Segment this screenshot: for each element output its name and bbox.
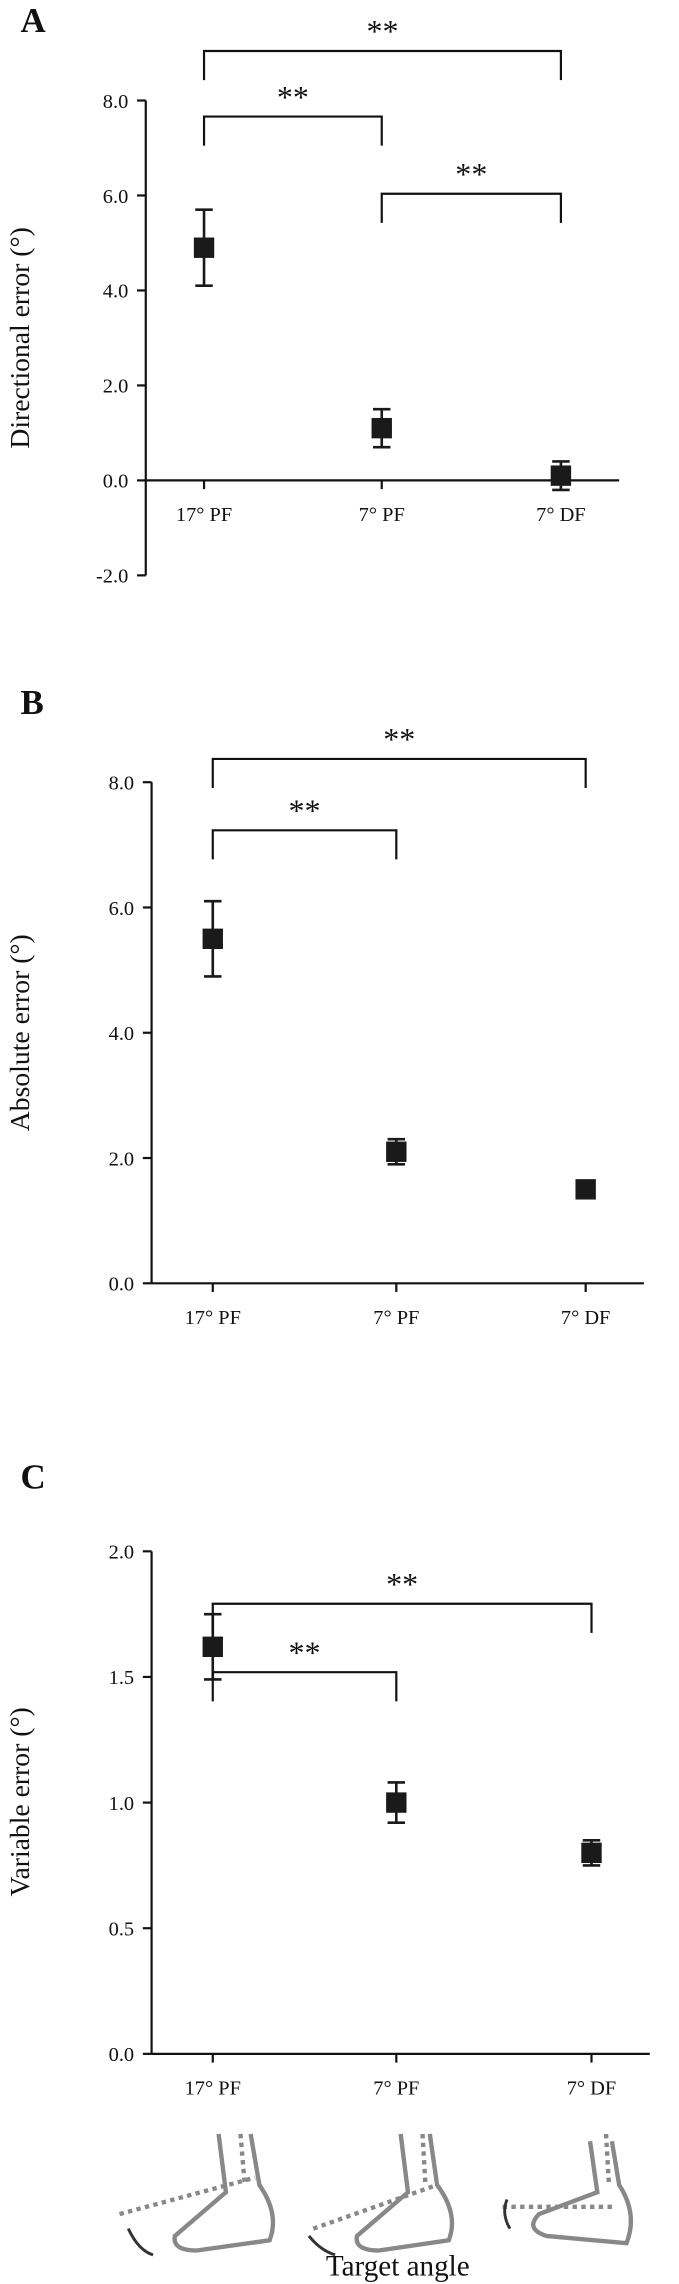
significance-label: **	[386, 1566, 418, 1602]
significance-bracket	[211, 757, 587, 789]
y-tick-label: 1.5	[109, 1667, 134, 1689]
data-point	[193, 237, 215, 258]
significance-bracket	[211, 1602, 593, 1633]
y-tick-label: 4.0	[109, 1023, 134, 1045]
significance-bracket	[202, 115, 383, 146]
y-axis-label: Variable error (°)	[4, 1707, 35, 1896]
significance-label: **	[289, 1634, 321, 1670]
y-tick-label: 8.0	[103, 91, 128, 113]
y-tick-label: 0.0	[109, 1274, 134, 1296]
y-tick-label: 6.0	[103, 186, 128, 208]
significance-bracket	[211, 829, 398, 860]
y-axis-label: Absolute error (°)	[4, 934, 35, 1131]
x-tick-label: 17° PF	[185, 2078, 241, 2100]
y-tick-label: 8.0	[109, 772, 134, 794]
x-tick-label: 17° PF	[185, 1307, 241, 1329]
x-tick-label: 7° DF	[536, 504, 585, 526]
x-tick-label: 7° PF	[373, 2078, 419, 2100]
significance-bracket	[211, 1671, 398, 1702]
y-tick-label: 0.0	[109, 2044, 134, 2066]
data-point	[581, 1842, 602, 1864]
significance-label: **	[383, 721, 415, 757]
y-tick-label: 0.5	[109, 1919, 134, 1941]
x-tick-label: 7° DF	[561, 1307, 610, 1329]
x-axis-label: Target angle	[326, 2250, 470, 2282]
y-tick-label: 2.0	[109, 1542, 134, 1564]
data-point	[550, 465, 572, 486]
x-tick-label: 7° PF	[359, 504, 405, 526]
y-tick-label: 2.0	[109, 1148, 134, 1170]
significance-label: **	[277, 79, 309, 115]
significance-bracket	[202, 49, 563, 81]
panel-label: C	[20, 1458, 45, 1497]
significance-label: **	[366, 13, 398, 49]
data-point	[202, 1636, 223, 1657]
x-tick-label: 7° PF	[373, 1307, 419, 1329]
data-point	[386, 1141, 407, 1162]
y-tick-label: 0.0	[103, 471, 128, 493]
y-tick-label: 1.0	[109, 1793, 134, 1815]
panel-label: A	[20, 1, 45, 40]
significance-bracket	[380, 192, 563, 223]
data-point	[202, 928, 223, 949]
foot-illustrations	[118, 2133, 634, 2257]
significance-label: **	[455, 156, 487, 192]
y-axis-label: Directional error (°)	[4, 227, 35, 448]
data-point	[371, 417, 392, 439]
x-tick-label: 7° DF	[567, 2078, 616, 2100]
panel-label: B	[20, 683, 43, 722]
y-tick-label: 6.0	[109, 898, 134, 920]
data-point	[386, 1792, 407, 1813]
y-tick-label: -2.0	[96, 566, 128, 588]
y-tick-label: 4.0	[103, 281, 128, 303]
x-tick-label: 17° PF	[176, 504, 232, 526]
significance-label: **	[289, 793, 321, 829]
y-tick-label: 2.0	[103, 376, 128, 398]
data-point	[575, 1179, 596, 1200]
